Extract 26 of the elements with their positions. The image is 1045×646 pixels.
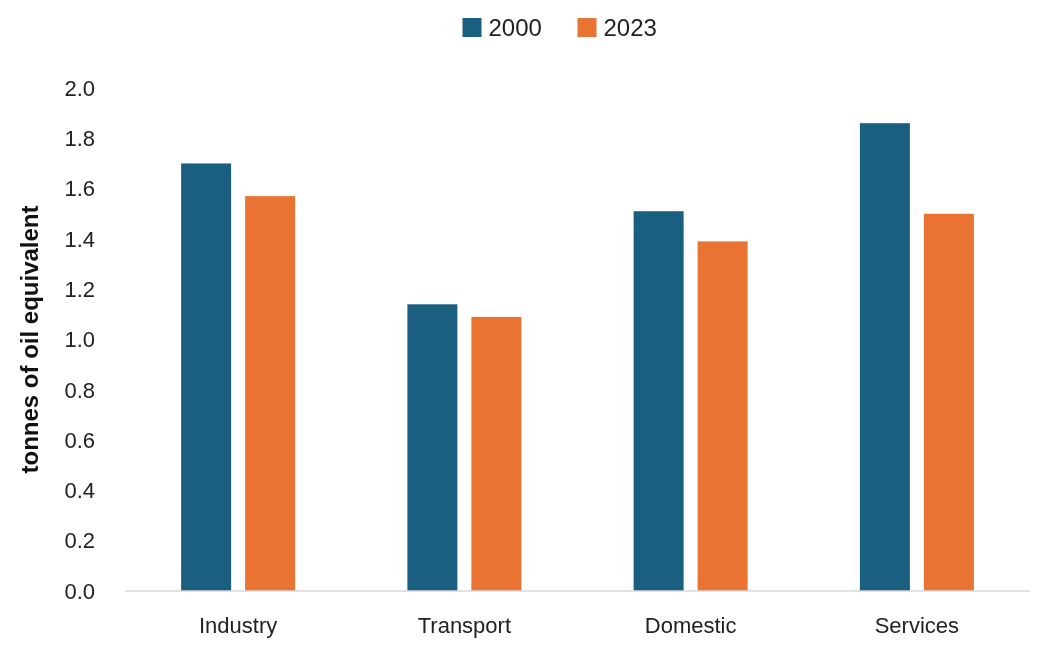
legend-label: 2023: [603, 14, 657, 42]
bar: [245, 196, 296, 591]
y-tick-label: 1.6: [64, 176, 95, 202]
y-tick-label: 2.0: [64, 75, 95, 101]
y-tick-label: 0.8: [64, 377, 95, 403]
y-tick-label: 1.0: [64, 327, 95, 353]
y-tick-label: 1.8: [64, 126, 95, 151]
y-tick-label: 0.0: [64, 578, 95, 604]
y-tick-label: 0.2: [64, 528, 95, 554]
bar: [181, 163, 232, 591]
y-tick-label: 0.4: [64, 478, 95, 504]
x-tick-label: Transport: [417, 613, 512, 638]
bar: [407, 304, 458, 591]
legend-label: 2000: [488, 14, 542, 42]
bar: [633, 211, 684, 591]
y-tick-label: 0.6: [64, 427, 95, 453]
bar: [923, 213, 974, 591]
bar: [471, 316, 522, 591]
y-tick-label: 1.2: [64, 276, 95, 302]
x-tick-label: Domestic: [644, 613, 737, 638]
y-tick-label: 1.4: [64, 226, 95, 252]
x-tick-label: Services: [874, 613, 960, 638]
x-tick-label: Industry: [198, 613, 278, 638]
bar: [697, 241, 748, 591]
y-axis-title: tonnes of oil equivalent: [16, 205, 43, 474]
bar: [859, 123, 910, 591]
